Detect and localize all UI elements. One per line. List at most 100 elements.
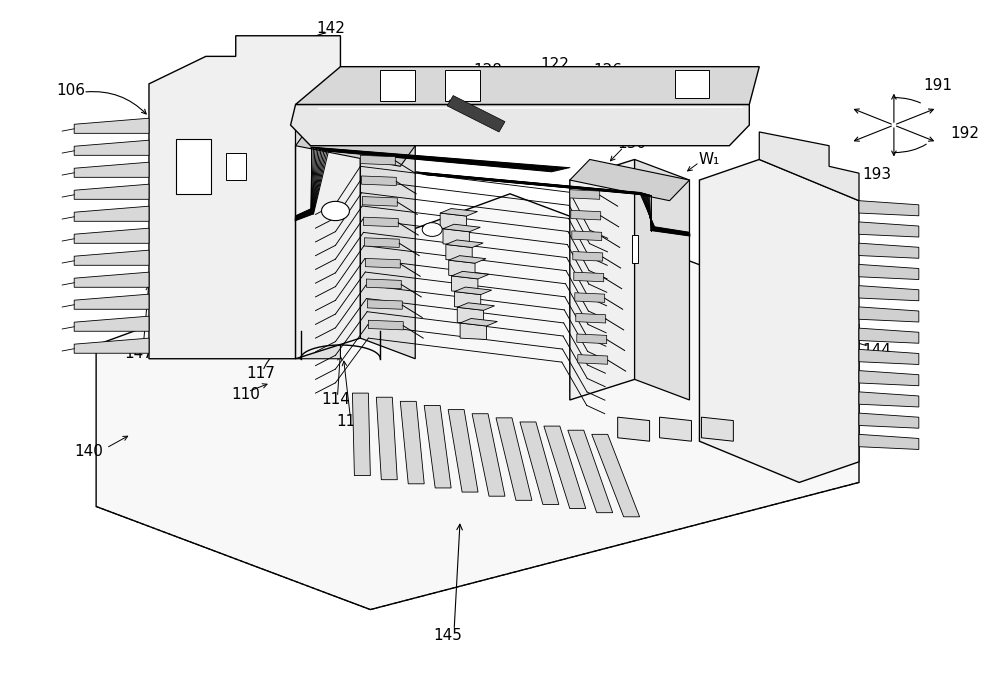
Polygon shape [448,410,478,492]
Polygon shape [365,259,400,268]
Polygon shape [701,417,733,441]
Polygon shape [176,139,211,194]
Polygon shape [445,70,480,101]
Polygon shape [859,413,919,428]
Text: 145: 145 [434,627,463,642]
Polygon shape [859,286,919,301]
Text: 144: 144 [863,343,891,358]
Polygon shape [74,338,149,353]
Text: 123: 123 [620,99,649,113]
Polygon shape [443,229,469,245]
Polygon shape [759,132,859,201]
Polygon shape [457,307,484,324]
Polygon shape [632,235,638,262]
Polygon shape [446,244,472,261]
Polygon shape [859,264,919,279]
Polygon shape [859,371,919,386]
Polygon shape [574,272,604,282]
Polygon shape [362,197,397,206]
Text: 192: 192 [951,126,980,141]
Polygon shape [296,125,360,359]
Polygon shape [577,334,607,344]
Polygon shape [74,184,149,199]
Polygon shape [367,299,402,309]
Polygon shape [446,240,483,248]
Polygon shape [361,176,396,186]
Text: 126: 126 [593,63,622,77]
Text: 106: 106 [56,83,85,98]
Circle shape [321,201,349,221]
Text: 147: 147 [780,426,809,440]
Polygon shape [74,206,149,221]
Polygon shape [859,222,919,237]
Polygon shape [859,328,919,343]
Polygon shape [96,194,859,609]
Text: W₁: W₁ [544,75,565,90]
Polygon shape [568,431,613,513]
Text: 191: 191 [923,78,952,92]
Polygon shape [74,316,149,331]
Polygon shape [74,228,149,244]
Polygon shape [859,349,919,364]
Polygon shape [364,238,399,248]
Polygon shape [576,313,606,323]
Polygon shape [575,293,605,302]
Text: 114: 114 [321,393,350,408]
Polygon shape [447,95,505,132]
Polygon shape [376,397,397,480]
Polygon shape [859,307,919,322]
Polygon shape [454,292,481,308]
Polygon shape [74,162,149,177]
Polygon shape [699,159,859,482]
Text: 140: 140 [75,444,104,459]
Polygon shape [296,84,340,359]
Text: W₁: W₁ [699,152,720,167]
Polygon shape [544,426,586,509]
Polygon shape [360,155,395,165]
Polygon shape [74,272,149,287]
Text: 124: 124 [657,110,686,126]
Polygon shape [592,434,640,517]
Text: 132: 132 [733,181,762,196]
Polygon shape [859,392,919,407]
Text: 119: 119 [336,415,365,429]
Polygon shape [460,319,497,326]
Text: 145: 145 [164,101,193,115]
Polygon shape [440,208,477,216]
Polygon shape [380,70,415,101]
Text: 122: 122 [540,57,569,72]
Polygon shape [366,279,401,288]
Polygon shape [226,152,246,180]
Polygon shape [452,276,478,293]
Text: 128: 128 [474,63,502,77]
Text: 142: 142 [316,21,345,37]
Polygon shape [660,417,691,441]
Polygon shape [578,355,608,364]
Polygon shape [74,250,149,265]
Polygon shape [496,418,532,500]
Polygon shape [74,294,149,309]
Polygon shape [74,140,149,155]
Circle shape [422,223,442,237]
Polygon shape [363,217,398,227]
Polygon shape [443,224,480,232]
Polygon shape [573,252,603,261]
Polygon shape [572,231,602,241]
Text: 117: 117 [246,366,275,382]
Polygon shape [424,406,451,488]
Polygon shape [570,190,600,199]
Polygon shape [460,323,486,339]
Polygon shape [291,104,749,146]
Polygon shape [74,118,149,133]
Polygon shape [449,260,475,277]
Text: 130: 130 [617,136,646,151]
Text: 147: 147 [125,346,153,361]
Polygon shape [675,70,709,97]
Polygon shape [296,125,415,166]
Polygon shape [859,201,919,216]
Text: 193: 193 [862,167,892,182]
Polygon shape [368,320,403,330]
Polygon shape [440,213,466,230]
Polygon shape [352,393,370,475]
Polygon shape [452,271,489,279]
